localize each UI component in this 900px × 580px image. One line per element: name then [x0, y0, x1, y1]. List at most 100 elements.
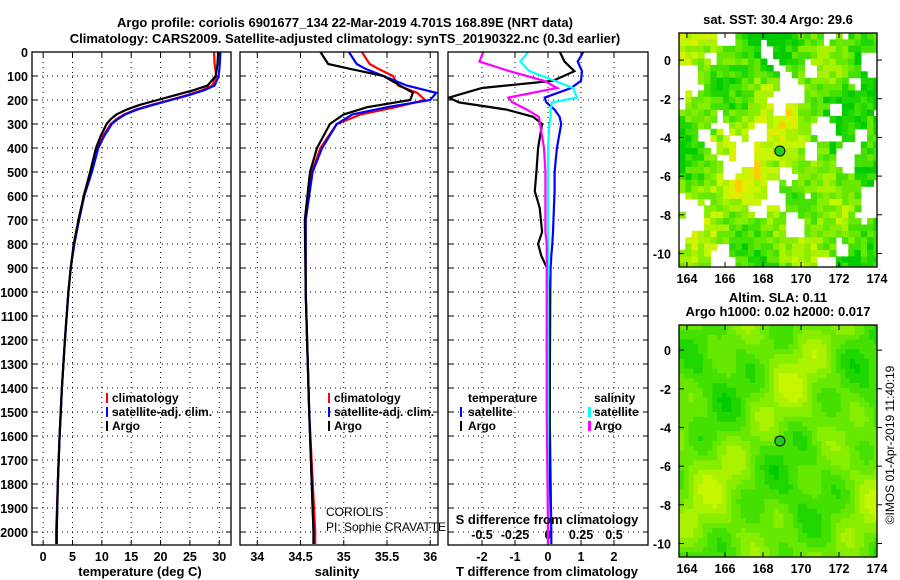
map-cell	[807, 552, 813, 558]
map-cell	[750, 489, 756, 495]
map-cell	[697, 103, 705, 111]
lat-tick-label: -10	[653, 247, 671, 261]
map-cell	[750, 373, 756, 379]
map-cell	[710, 109, 718, 117]
map-cell	[774, 499, 780, 505]
map-cell	[731, 373, 737, 379]
map-cell	[750, 484, 756, 490]
map-cell	[774, 421, 780, 428]
map-cell	[688, 470, 694, 476]
map-cell	[729, 211, 737, 219]
map-cell	[766, 135, 774, 143]
map-cell	[679, 160, 686, 168]
map-cell	[722, 198, 730, 206]
map-cell	[740, 344, 747, 350]
map-cell	[759, 474, 766, 481]
map-cell	[717, 412, 723, 418]
map-cell	[740, 329, 747, 336]
map-cell	[688, 426, 694, 432]
map-cell	[778, 513, 785, 519]
map-cell	[778, 402, 785, 408]
map-cell	[764, 436, 770, 442]
map-cell	[698, 378, 704, 384]
map-cell	[721, 426, 728, 432]
depth-tick-label: 1200	[0, 334, 28, 348]
map-cell	[745, 523, 751, 529]
map-cell	[683, 344, 690, 350]
map-cell	[731, 513, 737, 519]
map-cell	[802, 344, 808, 350]
map-cell	[826, 523, 832, 529]
map-cell	[764, 537, 770, 544]
map-cell	[864, 436, 870, 442]
map-cell	[840, 407, 846, 413]
map-cell	[785, 109, 793, 117]
map-cell	[845, 484, 851, 490]
map-cell	[835, 344, 842, 350]
map-cell	[840, 339, 846, 345]
map-cell	[821, 460, 827, 466]
map-cell	[783, 489, 789, 495]
map-cell	[710, 230, 718, 238]
map-cell	[693, 416, 699, 423]
map-cell	[831, 358, 837, 365]
map-cell	[823, 205, 831, 213]
map-cell	[717, 344, 723, 350]
map-cell	[736, 412, 742, 418]
map-cell	[707, 392, 713, 399]
map-cell	[683, 402, 690, 408]
map-cell	[835, 474, 842, 481]
map-cell	[773, 262, 780, 270]
map-cell	[745, 542, 751, 548]
map-cell	[736, 513, 742, 519]
map-cell	[760, 250, 768, 257]
map-cell	[812, 392, 818, 399]
map-cell	[745, 344, 751, 350]
map-cell	[854, 45, 862, 53]
map-cell	[735, 205, 743, 213]
map-cell	[731, 363, 737, 370]
map-cell	[859, 499, 865, 505]
legend-swatch-climatology	[106, 393, 108, 403]
map-cell	[712, 547, 718, 553]
map-cell	[798, 186, 805, 194]
map-cell	[736, 542, 742, 548]
map-cell	[864, 450, 870, 457]
map-cell	[759, 397, 766, 403]
map-cell	[842, 256, 849, 264]
map-cell	[766, 211, 774, 219]
map-cell	[859, 523, 865, 529]
map-cell	[798, 128, 805, 136]
map-cell	[688, 421, 694, 428]
map-cell	[850, 479, 856, 486]
map-cell	[735, 250, 743, 257]
map-cell	[759, 465, 766, 471]
map-cell	[693, 383, 699, 389]
map-cell	[848, 64, 856, 72]
map-cell	[729, 64, 737, 72]
lon-tick-label: 166	[715, 272, 736, 286]
map-cell	[740, 508, 747, 515]
map-cell	[683, 325, 690, 331]
map-cell	[741, 198, 749, 206]
map-cell	[750, 383, 756, 389]
map-cell	[736, 387, 742, 394]
map-cell	[845, 552, 851, 558]
map-cell	[785, 262, 793, 270]
map-cell	[791, 71, 799, 79]
map-cell	[704, 71, 711, 79]
map-cell	[826, 412, 832, 418]
map-cell	[685, 186, 693, 194]
map-cell	[869, 518, 875, 524]
map-cell	[698, 349, 704, 355]
map-cell	[826, 349, 832, 355]
map-cell	[802, 455, 808, 461]
map-cell	[764, 532, 770, 539]
map-cell	[683, 373, 690, 379]
map-cell	[793, 378, 799, 384]
map-cell	[797, 344, 804, 350]
map-cell	[693, 455, 699, 461]
map-cell	[860, 147, 868, 155]
map-cell	[821, 334, 827, 341]
map-cell	[797, 431, 804, 437]
